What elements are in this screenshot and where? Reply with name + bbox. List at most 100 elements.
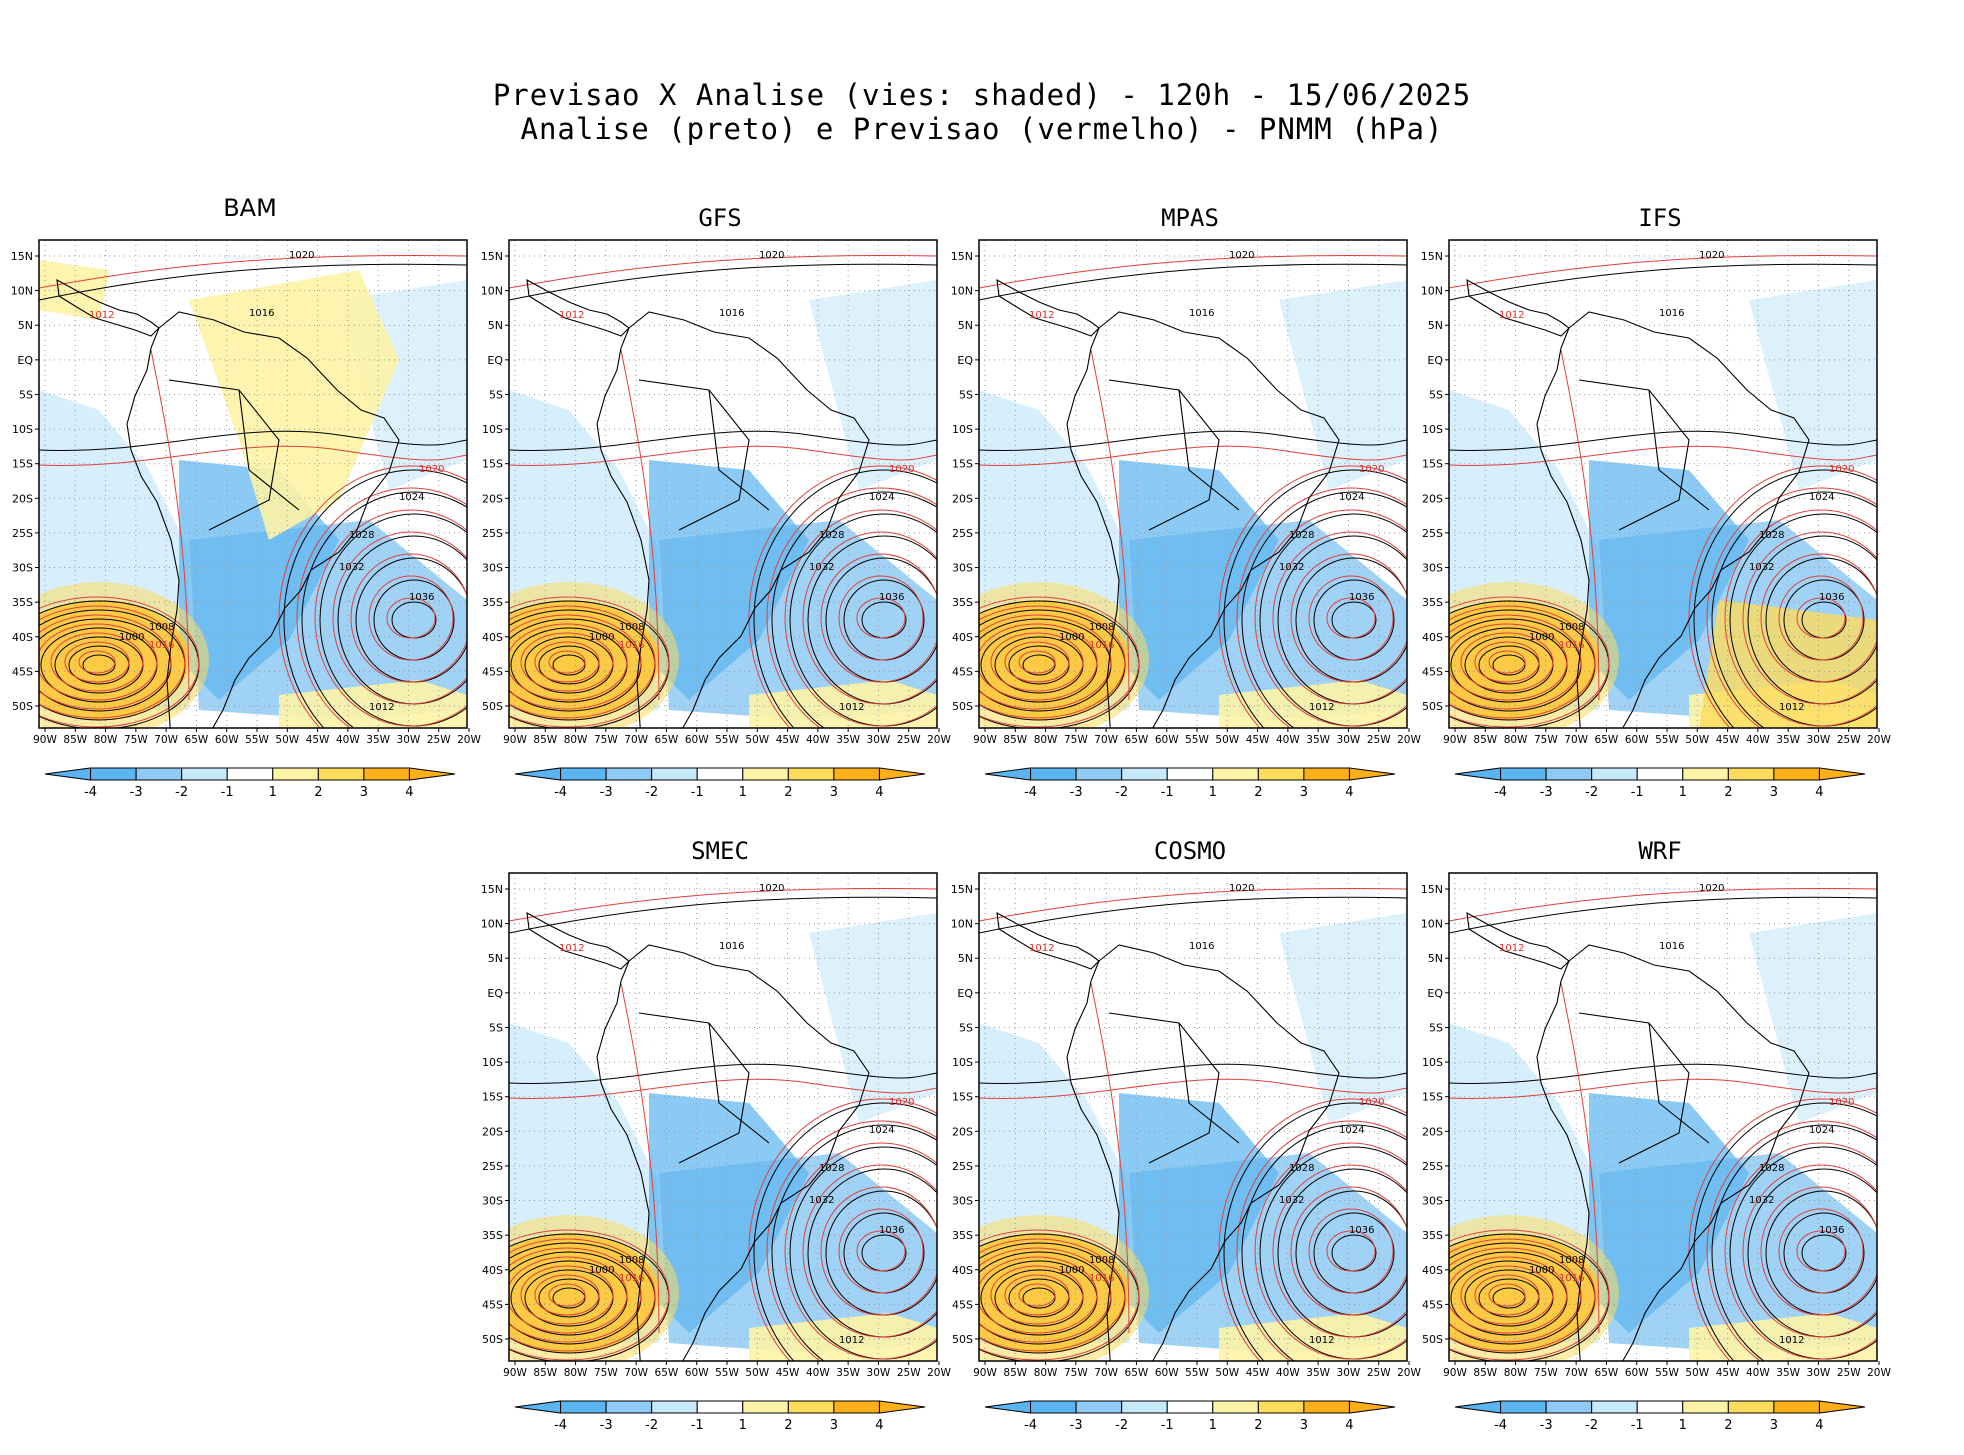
- lat-tick-label: 15N: [11, 250, 33, 263]
- lat-tick-label: 10S: [482, 1056, 503, 1069]
- colorbar: -4 -3 -2 -1 1 2 3 4: [44, 767, 456, 800]
- lat-tick-label: 15N: [481, 250, 503, 263]
- lat-tick-label: 45S: [952, 665, 973, 678]
- lat-tick-label: EQ: [957, 354, 973, 367]
- colorbar-label: -4: [1024, 785, 1037, 800]
- contour-label: 1016: [619, 640, 644, 651]
- forecast-contours: [509, 887, 937, 1361]
- lon-tick-label: 40W: [1276, 734, 1300, 746]
- lat-tick-label: 10S: [12, 423, 33, 436]
- lon-tick-label: 55W: [1655, 1367, 1679, 1379]
- map-plot: 1020 1016 1012 1024 1028 1032 1036 1008 1016 1000…: [951, 872, 1421, 1433]
- colorbar: -4 -3 -2 -1 1 2 3 4: [1454, 767, 1866, 800]
- lon-tick-label: 80W: [1504, 1367, 1528, 1379]
- lat-tick-label: 10S: [1422, 1056, 1443, 1069]
- contour-label: 1024: [1339, 492, 1364, 503]
- colorbar-label: -2: [1115, 1418, 1128, 1433]
- lon-tick-label: 20W: [1867, 1367, 1891, 1379]
- contour-label: 1028: [1759, 530, 1784, 541]
- lon-tick-label: 70W: [1094, 1367, 1118, 1379]
- lon-tick-label: 40W: [1276, 1367, 1300, 1379]
- lon-tick-label: 45W: [1246, 734, 1270, 746]
- lon-tick-label: 30W: [1807, 1367, 1831, 1379]
- lon-tick-label: 50W: [745, 1367, 769, 1379]
- colorbar-label: -1: [691, 785, 704, 800]
- title-line-1: Previsao X Analise (vies: shaded) - 120h…: [492, 78, 1472, 112]
- panel-title: MPAS: [1161, 204, 1219, 232]
- lat-tick-label: 15S: [1422, 1091, 1443, 1104]
- lat-tick-label: 5S: [959, 388, 973, 401]
- colorbar-label: -4: [1494, 785, 1507, 800]
- coastline: [1466, 279, 1810, 728]
- panel-title: IFS: [1638, 204, 1682, 232]
- forecast-contours: [979, 887, 1407, 1361]
- colorbar-label: -1: [691, 1418, 704, 1433]
- contour-label: 1028: [1289, 530, 1314, 541]
- lon-tick-label: 55W: [715, 734, 739, 746]
- coastline: [56, 279, 400, 728]
- contour-label: 1012: [1309, 702, 1334, 713]
- lon-tick-label: 80W: [1504, 734, 1528, 746]
- lat-tick-label: 25S: [952, 527, 973, 540]
- contour-label: 1016: [719, 941, 744, 952]
- lat-tick-label: 50S: [482, 1333, 503, 1346]
- lon-tick-label: 30W: [1337, 734, 1361, 746]
- lat-tick-label: 15N: [481, 883, 503, 896]
- panel-smec: SMEC 1020 1016 1012 1024 1028 1032 1036 1008 1016…: [481, 815, 952, 1455]
- contour-label: 1016: [719, 308, 744, 319]
- colorbar-label: -1: [1161, 785, 1174, 800]
- coastline: [996, 912, 1340, 1361]
- lon-tick-label: 65W: [1125, 734, 1149, 746]
- contour-label: 1024: [1809, 492, 1834, 503]
- lon-tick-label: 25W: [897, 734, 921, 746]
- lat-tick-label: 5N: [18, 319, 33, 332]
- map-plot: 1020 1016 1012 1024 1028 1032 1036 1008 1016 1000…: [11, 239, 481, 800]
- lat-tick-label: 35S: [482, 596, 503, 609]
- colorbar-label: -4: [1024, 1418, 1037, 1433]
- lat-tick-label: 20S: [952, 492, 973, 505]
- lon-tick-label: 40W: [806, 1367, 830, 1379]
- colorbar-label: -3: [1070, 1418, 1083, 1433]
- lon-tick-label: 50W: [1215, 734, 1239, 746]
- contour-label: 1000: [1529, 632, 1554, 643]
- lon-tick-label: 50W: [1215, 1367, 1239, 1379]
- colorbar-label: 3: [830, 785, 838, 800]
- contour-label: 1020: [1829, 464, 1854, 475]
- lon-tick-label: 70W: [1094, 734, 1118, 746]
- contour-label: 1020: [1699, 883, 1724, 894]
- contour-label: 1012: [1779, 702, 1804, 713]
- contour-label: 1000: [589, 1265, 614, 1276]
- lat-tick-label: 15S: [952, 458, 973, 471]
- colorbar-label: 3: [1300, 785, 1308, 800]
- contour-label: 1016: [1189, 308, 1214, 319]
- lat-tick-label: 40S: [1422, 631, 1443, 644]
- contour-label: 1008: [149, 622, 174, 633]
- lat-tick-label: 10N: [951, 285, 973, 298]
- lat-tick-label: 20S: [1422, 1125, 1443, 1138]
- lon-tick-label: 60W: [1625, 734, 1649, 746]
- colorbar-label: 1: [739, 785, 747, 800]
- lat-tick-label: 5N: [1428, 319, 1443, 332]
- lat-tick-label: 20S: [12, 492, 33, 505]
- colorbar-label: 1: [1679, 785, 1687, 800]
- lat-tick-label: 10S: [952, 423, 973, 436]
- lon-tick-label: 20W: [1397, 1367, 1421, 1379]
- colorbar-label: -3: [1540, 1418, 1553, 1433]
- coastline: [996, 279, 1340, 728]
- contour-label: 1012: [839, 1335, 864, 1346]
- lon-tick-label: 60W: [685, 734, 709, 746]
- panel-ifs: IFS 1020 1016 1012 1024 1028 1032 1036 1008 1016 1…: [1421, 182, 1892, 822]
- contour-label: 1000: [1059, 632, 1084, 643]
- lon-tick-label: 90W: [33, 734, 57, 746]
- lon-tick-label: 85W: [1003, 734, 1027, 746]
- lat-tick-label: 10S: [1422, 423, 1443, 436]
- lat-tick-label: EQ: [1427, 987, 1443, 1000]
- contour-label: 1016: [1559, 1273, 1584, 1284]
- lat-tick-label: 5S: [489, 388, 503, 401]
- map-plot: 1020 1016 1012 1024 1028 1032 1036 1008 1016 1000…: [1421, 239, 1891, 800]
- lat-tick-label: 10N: [1421, 285, 1443, 298]
- panel-title: COSMO: [1153, 837, 1227, 865]
- lon-tick-label: 85W: [1003, 1367, 1027, 1379]
- lat-tick-label: 25S: [952, 1160, 973, 1173]
- lat-tick-label: 10N: [11, 285, 33, 298]
